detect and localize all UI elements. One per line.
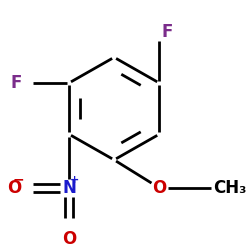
Text: +: + xyxy=(70,175,79,185)
Text: O: O xyxy=(152,179,166,197)
Text: CH₃: CH₃ xyxy=(213,179,247,197)
Text: N: N xyxy=(62,179,76,197)
Text: F: F xyxy=(10,74,22,92)
Text: −: − xyxy=(12,173,24,187)
Text: F: F xyxy=(162,23,173,41)
Text: O: O xyxy=(8,179,22,197)
Text: O: O xyxy=(62,230,76,248)
